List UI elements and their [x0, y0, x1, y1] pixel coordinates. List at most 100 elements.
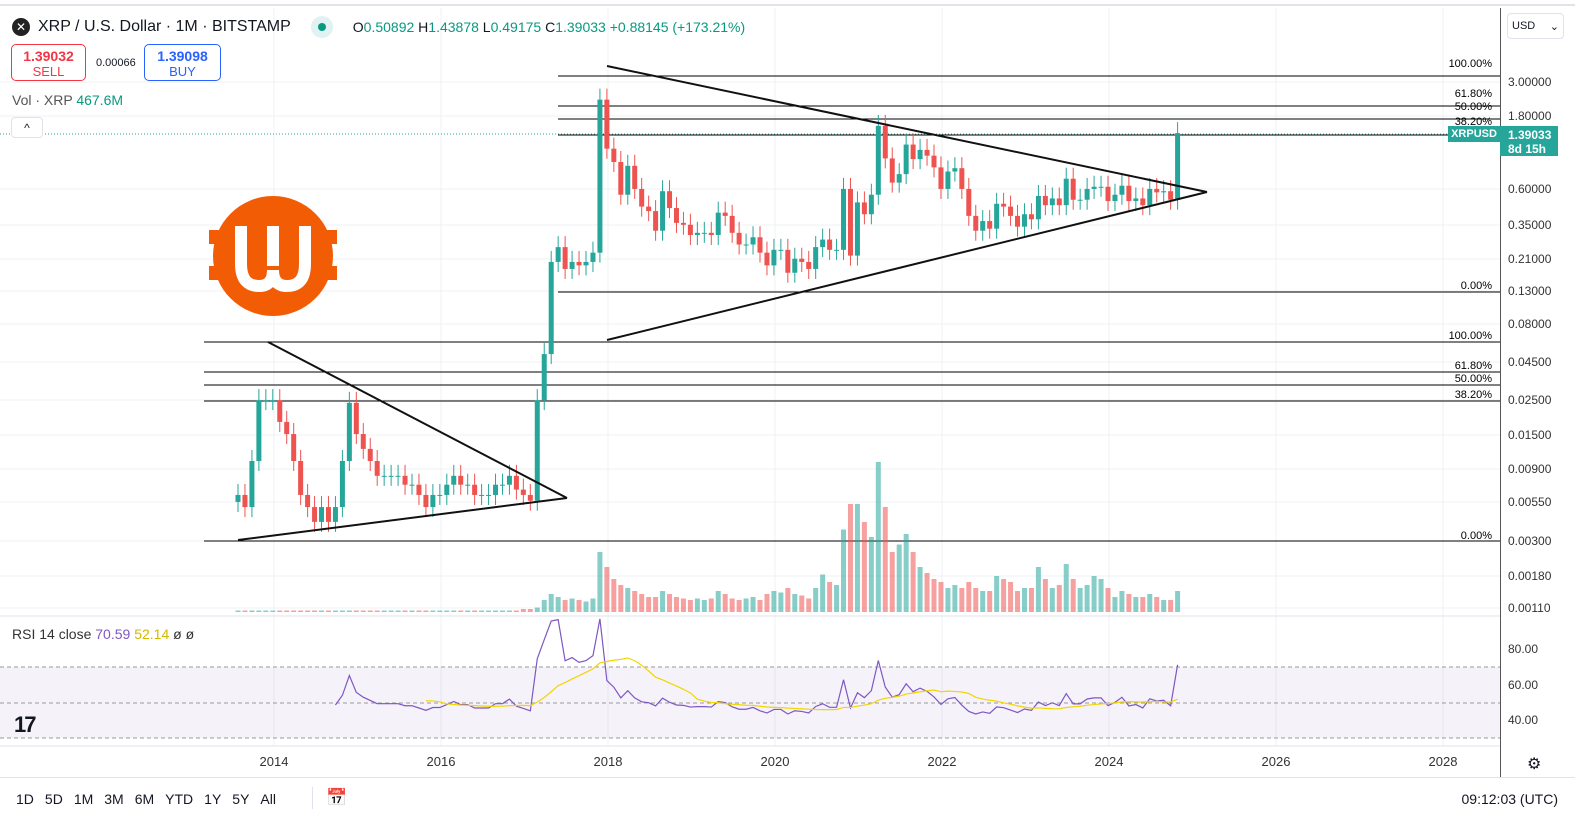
chart-canvas[interactable] — [0, 0, 1500, 778]
candle-body — [994, 203, 1000, 229]
candle-body — [374, 460, 380, 476]
volume-bar — [994, 576, 1000, 612]
volume-bar — [757, 600, 763, 612]
volume-bar — [339, 610, 345, 612]
volume-bar — [256, 610, 262, 612]
range-button-all[interactable]: All — [260, 791, 276, 807]
volume-bar — [973, 588, 979, 612]
price-axis-label: 0.60000 — [1508, 182, 1552, 196]
price-axis-label: 0.00180 — [1508, 569, 1552, 583]
triangle-drawings — [237, 65, 1208, 541]
candle-body — [1001, 203, 1007, 207]
candle-body — [1147, 188, 1153, 206]
fib-label-lower: 38.20% — [1454, 389, 1492, 401]
candle-body — [847, 188, 853, 256]
volume-bar — [680, 598, 686, 612]
fib-label-lower: 100.00% — [1448, 330, 1492, 342]
fib-label-upper: 38.20% — [1454, 116, 1492, 128]
volume-bar — [242, 610, 248, 612]
market-status-icon[interactable] — [310, 16, 333, 38]
calendar-goto-date-icon[interactable]: 📅 — [326, 788, 348, 807]
candle-body — [513, 475, 519, 490]
volume-bar — [1112, 597, 1118, 612]
clock[interactable]: 09:12:03 (UTC) — [1461, 791, 1558, 807]
volume-bar — [374, 610, 380, 612]
symbol-title[interactable]: XRP / U.S. Dollar · 1M · BITSTAMP — [38, 18, 291, 35]
candle-body — [270, 400, 276, 402]
volume-bar — [346, 610, 352, 612]
volume-bar — [750, 597, 756, 612]
candle-body — [569, 261, 575, 269]
candle-body — [437, 494, 443, 496]
range-button-ytd[interactable]: YTD — [165, 791, 194, 807]
candle-body — [1133, 198, 1139, 202]
buy-button[interactable]: 1.39098 BUY — [144, 44, 221, 81]
range-button-5d[interactable]: 5D — [44, 791, 63, 807]
rsi-axis-label: 40.00 — [1508, 713, 1539, 727]
price-axis-label: 0.00110 — [1508, 601, 1551, 615]
volume-bar — [861, 522, 867, 612]
settings-gear-icon[interactable]: ⚙ — [1527, 756, 1542, 773]
volume-bar — [1056, 585, 1062, 612]
range-button-1y[interactable]: 1Y — [204, 791, 222, 807]
volume-bar — [834, 585, 840, 612]
volume-bar — [1126, 594, 1132, 612]
candle-body — [367, 448, 373, 461]
price-axis-label: 1.80000 — [1508, 109, 1552, 123]
range-button-5y[interactable]: 5Y — [232, 791, 250, 807]
currency-select[interactable]: USD ⌄ — [1507, 13, 1564, 39]
candle-body — [820, 239, 826, 248]
volume-bar — [771, 591, 777, 612]
tradingview-logo-icon[interactable]: 17 — [14, 712, 37, 737]
range-button-6m[interactable]: 6M — [134, 791, 155, 807]
volume-bar — [249, 610, 255, 612]
volume-bar — [555, 597, 561, 612]
volume-bar — [472, 610, 478, 612]
volume-bar — [667, 594, 673, 612]
volume-bar — [548, 594, 554, 612]
volume-bar — [1119, 591, 1125, 612]
rsi-line — [334, 618, 1179, 715]
volume-bar — [785, 588, 791, 612]
volume-bar — [479, 610, 485, 612]
volume-bar — [722, 594, 728, 612]
candle-body — [319, 507, 325, 522]
candle-body — [520, 489, 526, 495]
candle-body — [479, 494, 485, 496]
volume-bar — [353, 610, 359, 612]
candle-body — [555, 247, 561, 262]
volume-bar — [1105, 588, 1111, 612]
price-axis-label: 0.13000 — [1508, 284, 1552, 298]
candle-body — [353, 402, 359, 435]
volume-bar — [945, 588, 951, 612]
range-button-3m[interactable]: 3M — [104, 791, 124, 807]
candle-body — [444, 484, 450, 495]
candle-body — [256, 400, 262, 461]
volume-bar — [792, 594, 798, 612]
candle-body — [249, 460, 255, 508]
volume-bar — [764, 594, 770, 612]
candle-body — [952, 168, 958, 172]
candle-body — [1015, 215, 1021, 227]
volume-bar — [813, 588, 819, 612]
volume-bar — [367, 610, 373, 612]
sell-button[interactable]: 1.39032 SELL — [11, 44, 86, 81]
volume-bar — [611, 579, 617, 612]
candle-body — [792, 258, 798, 273]
candle-body — [263, 400, 269, 402]
time-axis-label: 2018 — [593, 754, 623, 769]
volume-bar — [820, 574, 826, 612]
range-button-1m[interactable]: 1M — [73, 791, 94, 807]
candle-body — [750, 237, 756, 245]
volume-bar — [966, 582, 972, 612]
time-axis-label: 2014 — [259, 754, 289, 769]
candle-body — [430, 494, 436, 508]
candle-body — [576, 261, 582, 266]
collapse-legend-button[interactable]: ^ — [11, 117, 43, 138]
candle-body — [541, 354, 547, 401]
price-axis-label: 0.00550 — [1508, 495, 1552, 509]
candle-body — [980, 221, 986, 231]
candle-body — [1084, 188, 1090, 200]
candle-body — [1119, 185, 1125, 195]
range-button-1d[interactable]: 1D — [16, 791, 34, 807]
